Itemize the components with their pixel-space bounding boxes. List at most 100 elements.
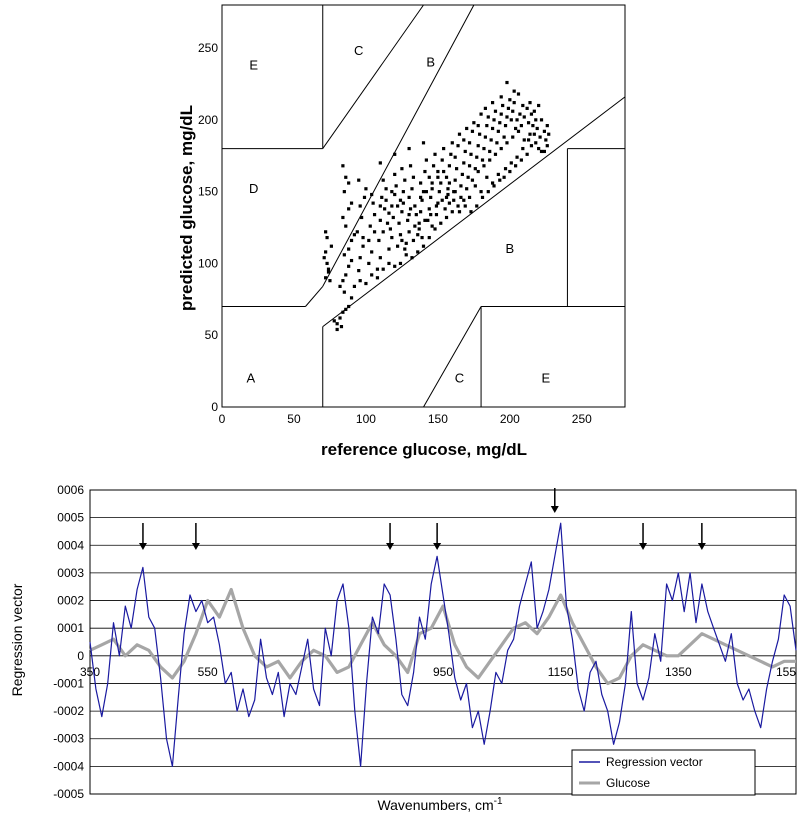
data-point [370,250,374,254]
data-point [378,204,382,208]
data-point [326,270,331,274]
data-point [467,164,472,168]
data-point [372,230,377,234]
data-point [459,184,463,188]
zone-label-e: E [542,370,551,385]
data-point [519,158,523,162]
data-point [357,269,361,273]
data-point [472,121,476,125]
data-point [390,235,394,240]
y-tick-labels: 0 50 100 150 200 250 [198,41,218,414]
data-point [347,264,351,268]
data-point [429,213,433,217]
data-point [381,267,385,271]
data-point [341,215,345,220]
data-point [407,230,411,234]
data-point [490,101,495,105]
zone-labels: A B B C C D E E [246,43,550,385]
data-point [499,95,503,99]
data-point [381,230,385,234]
data-point [372,213,377,217]
y-tick-label: 250 [198,41,218,55]
data-point [460,172,464,177]
data-point [430,187,434,191]
data-point [352,284,357,288]
peak-arrow-head [697,543,706,550]
data-point [347,304,351,309]
data-point [358,256,362,260]
data-point [528,101,532,105]
data-point [421,190,426,194]
data-point [344,273,348,277]
data-point [437,190,441,194]
data-point [466,175,470,179]
data-point [539,118,544,122]
zone-boundary-line [423,306,482,408]
data-point [449,152,453,156]
data-point [387,261,391,266]
data-point [467,195,472,199]
data-point [545,124,549,128]
data-point [482,146,486,151]
data-point [450,141,454,145]
data-point [469,152,473,156]
data-point [483,135,487,139]
data-point [358,279,362,283]
data-point [436,175,440,179]
data-point [443,207,447,211]
data-point [462,138,466,142]
data-point [342,190,346,194]
data-point [375,276,380,280]
data-point [450,210,454,214]
horizontal-gridlines [90,517,796,767]
data-point [544,138,548,142]
data-point [426,218,430,222]
peak-arrows [138,488,706,550]
peak-arrow-head [138,543,147,550]
data-point [338,284,342,288]
data-point [529,112,534,116]
data-point [506,106,511,110]
data-point [349,296,354,300]
x-tick-label: 1350 [665,665,692,679]
data-point [532,132,536,136]
data-point [393,172,397,177]
zone-label-e: E [249,57,258,72]
data-point [344,175,348,179]
data-point [400,238,404,243]
y-tick-labels: -0005 -0004 -0003 -0002 -0001 0 0001 0002 0003 00… [53,483,84,801]
x-tick-label: 950 [433,665,453,679]
zone-label-a: A [246,370,255,385]
y-tick-label: 0 [77,649,84,663]
data-point [534,141,538,145]
data-point [395,244,400,248]
data-point [416,250,420,254]
data-point [505,115,509,119]
data-point [427,235,431,240]
x-tick-label: 150 [428,412,448,426]
data-point [341,310,345,314]
data-point [406,218,410,222]
scatter-points [322,80,551,332]
data-point [457,132,462,136]
data-point [378,161,382,165]
data-point [545,144,549,148]
data-point [414,213,418,217]
zone-label-b: B [426,54,435,69]
x-axis-label-superscript: -1 [494,796,503,807]
x-tick-label: 100 [356,412,376,426]
data-point [547,132,551,136]
data-point [535,126,539,131]
x-axis-label: Wavenumbers, cm-1 [377,796,503,813]
data-point [400,167,404,171]
data-point [522,138,526,142]
data-point [480,158,485,162]
data-point [387,247,391,251]
data-point [444,215,449,220]
data-point [495,141,499,145]
data-point [417,227,421,231]
data-point [496,129,500,133]
data-point [423,218,427,222]
data-point [444,195,449,199]
data-point [493,109,498,113]
